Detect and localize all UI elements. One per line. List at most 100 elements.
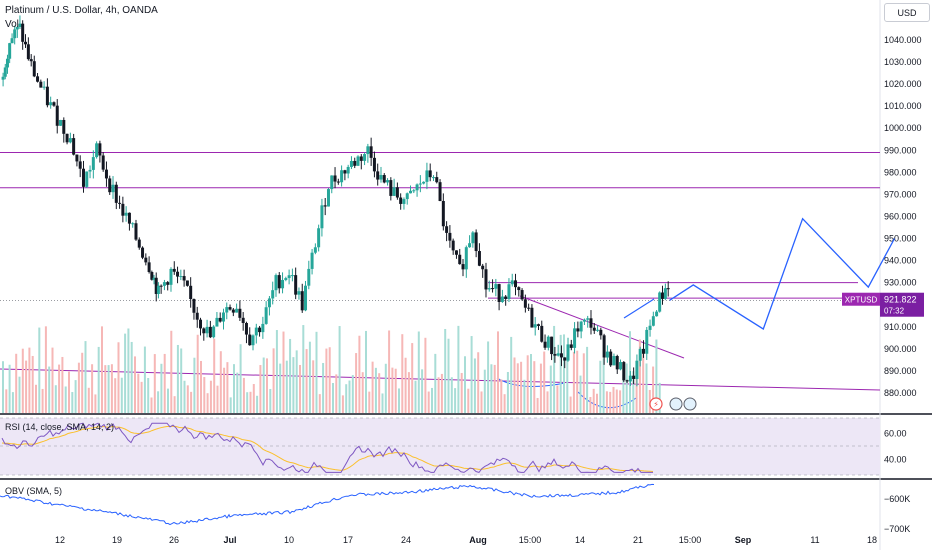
volume-bar (249, 391, 252, 413)
candle-body (294, 275, 298, 295)
candle-body (638, 348, 642, 361)
candle-body (271, 290, 275, 299)
volume-bar (35, 384, 37, 413)
candle-body (284, 278, 288, 280)
volume-bar (384, 363, 387, 413)
volume-bar (576, 350, 579, 413)
support-trendline (0, 368, 881, 391)
candle-body (612, 356, 616, 366)
candle-body (21, 23, 25, 42)
candle-body (409, 190, 413, 194)
candle-body (81, 168, 85, 187)
volume-bar (328, 347, 331, 413)
candle-body (323, 205, 327, 207)
candle-body (26, 44, 30, 60)
x-tick-label: Sep (735, 535, 752, 545)
candle-body (576, 328, 580, 332)
volume-bar (58, 364, 61, 413)
volume-bar (444, 328, 447, 413)
volume-bar (226, 362, 229, 413)
candle-body (52, 102, 56, 106)
candle-body (313, 247, 317, 253)
volume-bar (398, 388, 400, 413)
us-flag-event-icon (669, 397, 683, 411)
volume-bar (407, 372, 410, 413)
volume-bar (493, 364, 496, 413)
candle-body (118, 202, 122, 204)
volume-bar (361, 372, 364, 413)
candle-body (458, 254, 462, 265)
volume-label: Vol (5, 19, 19, 30)
y-tick-label: 900.000 (884, 344, 917, 354)
volume-bar (153, 354, 156, 413)
candle-body (68, 138, 72, 143)
volume-bar (94, 394, 97, 413)
volume-bar (229, 397, 232, 413)
volume-bar (25, 360, 28, 413)
volume-bar (101, 326, 103, 413)
candle-body (62, 119, 66, 134)
volume-bar (272, 348, 275, 413)
y-tick-label: 880.000 (884, 388, 917, 398)
candle-body (24, 41, 28, 45)
candle-body (392, 187, 396, 196)
lightning-icon: ⚡ (653, 400, 659, 409)
x-tick-label: 14 (575, 535, 585, 545)
volume-bar (358, 335, 361, 413)
volume-bar (536, 397, 539, 413)
volume-bar (431, 387, 433, 413)
volume-bar (147, 377, 150, 413)
volume-bar (81, 352, 84, 413)
candle-body (579, 321, 583, 332)
candle-body (85, 171, 89, 187)
candle-body (359, 156, 363, 161)
obv-line (0, 483, 655, 526)
candle-body (251, 335, 255, 346)
volume-bar (114, 378, 117, 413)
currency-button[interactable]: USD (884, 3, 930, 22)
candle-body (438, 182, 442, 202)
candle-body (330, 175, 334, 190)
candle-body (124, 212, 128, 216)
volume-bar (8, 364, 11, 413)
price-tag-value: 921.822 (884, 295, 917, 305)
obv-tick-label: −600K (884, 494, 910, 504)
candle-body (15, 26, 19, 30)
candle-body (98, 143, 102, 156)
volume-bar (308, 341, 311, 413)
candle-body (150, 271, 154, 280)
candle-body (596, 329, 600, 331)
projection-path (669, 217, 896, 330)
volume-bar (71, 392, 74, 413)
volume-bar (143, 346, 146, 413)
candle-body (520, 290, 524, 300)
volume-bar (196, 334, 199, 413)
candle-body (609, 351, 613, 366)
volume-bar (305, 349, 308, 413)
volume-bar (325, 348, 328, 413)
x-tick-label: 18 (867, 535, 877, 545)
candle-body (267, 298, 271, 308)
volume-bar (275, 330, 278, 413)
volume-bar (516, 363, 519, 413)
candle-body (366, 146, 370, 155)
volume-bar (2, 361, 4, 413)
volume-bar (38, 327, 41, 413)
volume-bar (77, 362, 80, 413)
candle-body (395, 187, 399, 198)
volume-bar (203, 377, 206, 413)
candle-body (8, 43, 12, 59)
volume-bar (137, 373, 140, 413)
candle-body (389, 180, 393, 196)
candle-body (241, 317, 245, 323)
candle-body (448, 232, 452, 241)
candle-body (510, 280, 514, 285)
candle-body (415, 184, 419, 191)
candle-body (353, 160, 357, 166)
volume-bar (589, 396, 592, 413)
volume-bar (110, 364, 113, 413)
volume-bar (355, 353, 358, 413)
candle-body (418, 183, 422, 185)
candle-body (412, 190, 416, 192)
